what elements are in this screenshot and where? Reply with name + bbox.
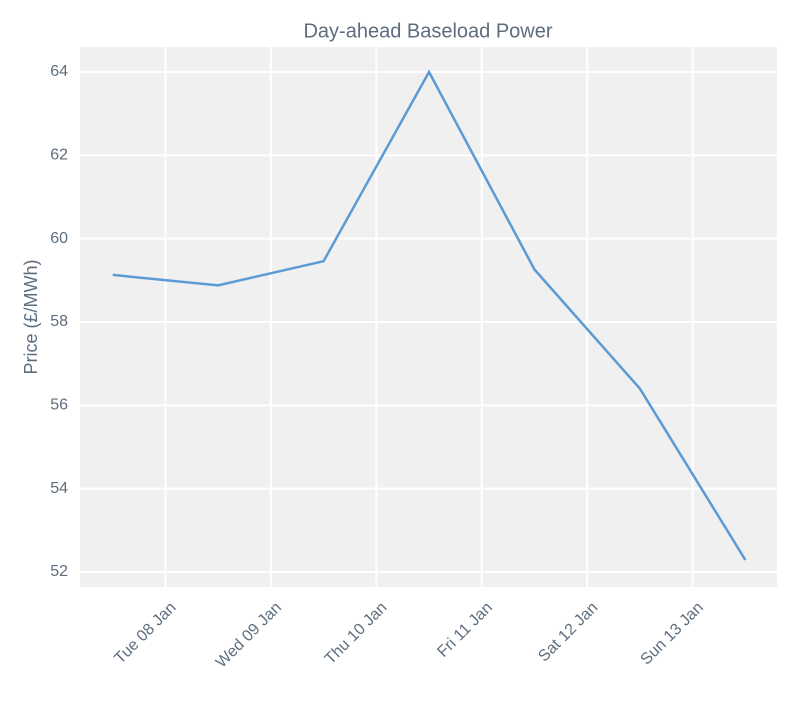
line [112,69,747,561]
y-tick-label: 64 [50,63,68,80]
x-tick-label: Tue 08 Jan [111,599,179,667]
x-tick-label: Sat 12 Jan [535,599,601,665]
x-tick-label: Wed 09 Jan [213,599,285,671]
chart-title: Day-ahead Baseload Power [303,20,552,42]
x-tick-label: Sun 13 Jan [638,599,707,668]
x-tick-label: Fri 11 Jan [434,599,495,660]
y-tick-label: 60 [50,230,68,247]
plot-area [80,47,777,587]
y-tick-label: 62 [50,147,68,164]
y-tick-label: 54 [50,480,68,497]
y-axis-label: Price (£/MWh) [21,259,41,374]
x-tick-label: Thu 10 Jan [322,599,391,668]
y-tick-label: 56 [50,397,68,414]
y-tick-label: 52 [50,563,68,580]
y-tick-label: 58 [50,313,68,330]
